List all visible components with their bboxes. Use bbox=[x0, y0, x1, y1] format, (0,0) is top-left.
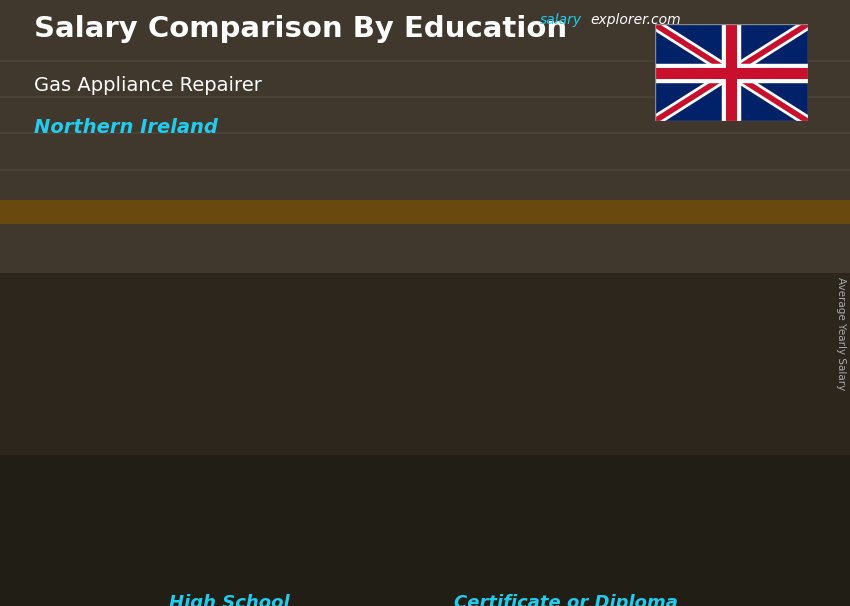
Text: +59%: +59% bbox=[348, 247, 447, 276]
Bar bbox=[159, 394, 171, 558]
Polygon shape bbox=[299, 394, 333, 561]
Bar bbox=[0, 0, 850, 273]
Bar bbox=[496, 298, 636, 558]
Text: 26,500 GBP: 26,500 GBP bbox=[592, 273, 709, 291]
Text: High School: High School bbox=[169, 594, 290, 606]
Text: 16,700 GBP: 16,700 GBP bbox=[143, 369, 260, 387]
Text: Northern Ireland: Northern Ireland bbox=[34, 118, 218, 137]
Text: Average Yearly Salary: Average Yearly Salary bbox=[836, 277, 846, 390]
Bar bbox=[0, 454, 850, 606]
Polygon shape bbox=[496, 558, 670, 561]
Polygon shape bbox=[496, 298, 670, 302]
Polygon shape bbox=[159, 394, 333, 398]
Text: salary: salary bbox=[540, 13, 582, 27]
Text: Salary Comparison By Education: Salary Comparison By Education bbox=[34, 15, 567, 43]
Text: Certificate or Diploma: Certificate or Diploma bbox=[454, 594, 678, 606]
Bar bbox=[625, 298, 636, 558]
Text: explorer.com: explorer.com bbox=[591, 13, 682, 27]
Polygon shape bbox=[159, 558, 333, 561]
Text: Gas Appliance Repairer: Gas Appliance Repairer bbox=[34, 76, 262, 95]
Bar bbox=[0, 200, 850, 224]
Bar bbox=[496, 298, 507, 558]
Bar bbox=[288, 394, 299, 558]
Polygon shape bbox=[636, 298, 670, 561]
Bar bbox=[159, 394, 299, 558]
